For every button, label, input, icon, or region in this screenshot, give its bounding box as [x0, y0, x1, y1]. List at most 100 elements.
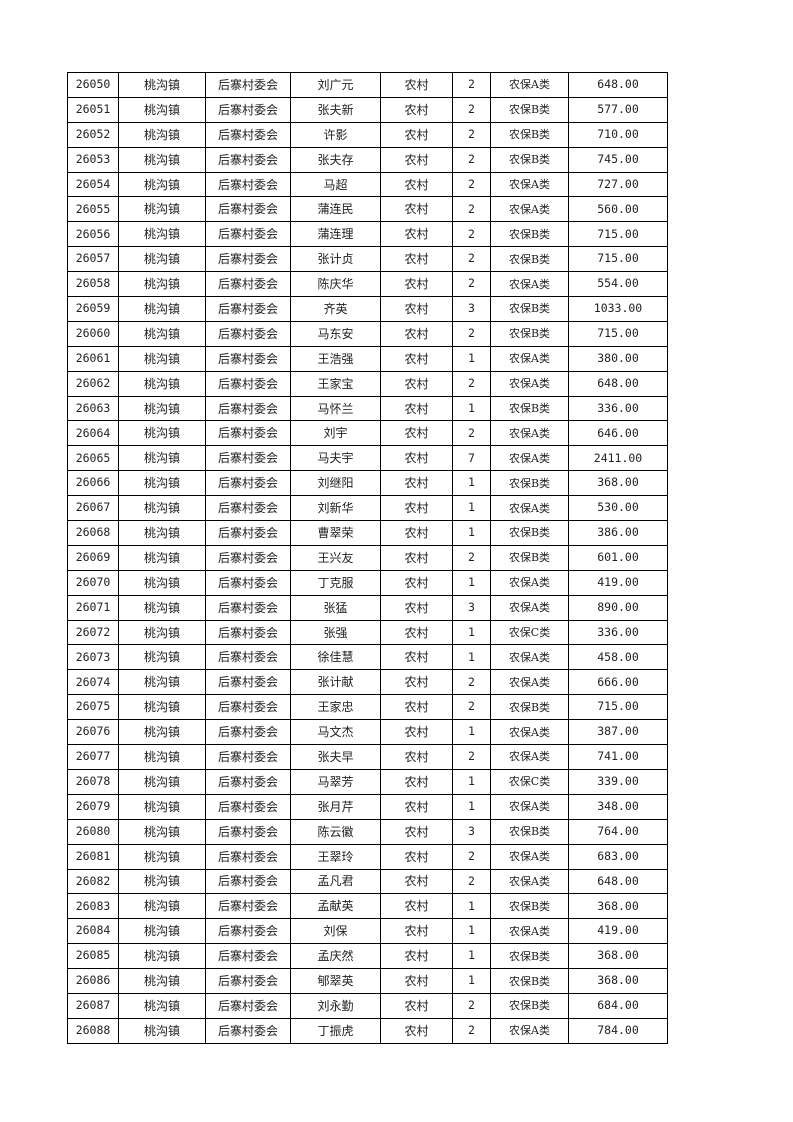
household-count-cell: 1: [452, 719, 491, 746]
amount-cell: 577.00: [568, 96, 668, 123]
name-cell: 许影: [290, 121, 381, 148]
village-committee-cell: 后寨村委会: [205, 644, 291, 671]
household-count-cell: 2: [452, 544, 491, 571]
village-committee-cell: 后寨村委会: [205, 246, 291, 273]
area-type-cell: 农村: [380, 669, 453, 696]
record-id-cell: 26072: [67, 619, 119, 646]
amount-cell: 368.00: [568, 470, 668, 497]
amount-cell: 386.00: [568, 520, 668, 546]
insurance-category-cell: 农保B类: [490, 221, 569, 248]
village-committee-cell: 后寨村委会: [205, 918, 291, 945]
table-row: 26052 桃沟镇 后寨村委会 许影 农村 2 农保B类 710.00: [67, 121, 668, 148]
area-type-cell: 农村: [380, 96, 453, 123]
village-committee-cell: 后寨村委会: [205, 296, 291, 322]
town-cell: 桃沟镇: [118, 943, 206, 970]
insurance-category-cell: 农保A类: [490, 271, 569, 298]
area-type-cell: 农村: [380, 395, 453, 422]
area-type-cell: 农村: [380, 793, 453, 820]
table-row: 26072 桃沟镇 后寨村委会 张强 农村 1 农保C类 336.00: [67, 619, 668, 646]
name-cell: 齐英: [290, 296, 381, 322]
name-cell: 马夫宇: [290, 445, 381, 472]
area-type-cell: 农村: [380, 694, 453, 721]
household-count-cell: 2: [452, 1017, 491, 1044]
insurance-category-cell: 农保A类: [490, 1017, 569, 1044]
village-committee-cell: 后寨村委会: [205, 345, 291, 372]
insurance-category-cell: 农保A类: [490, 594, 569, 621]
amount-cell: 368.00: [568, 968, 668, 994]
table-row: 26080 桃沟镇 后寨村委会 陈云徽 农村 3 农保B类 764.00: [67, 818, 668, 845]
village-committee-cell: 后寨村委会: [205, 943, 291, 970]
table-row: 26056 桃沟镇 后寨村委会 蒲连理 农村 2 农保B类 715.00: [67, 221, 668, 248]
record-id-cell: 26080: [67, 818, 119, 845]
household-count-cell: 2: [452, 171, 491, 198]
name-cell: 张猛: [290, 594, 381, 621]
insurance-category-cell: 农保B类: [490, 320, 569, 347]
village-committee-cell: 后寨村委会: [205, 694, 291, 721]
area-type-cell: 农村: [380, 171, 453, 198]
household-count-cell: 1: [452, 793, 491, 820]
table-row: 26061 桃沟镇 后寨村委会 王浩强 农村 1 农保A类 380.00: [67, 345, 668, 372]
village-committee-cell: 后寨村委会: [205, 893, 291, 920]
area-type-cell: 农村: [380, 744, 453, 770]
household-count-cell: 2: [452, 694, 491, 721]
insurance-category-cell: 农保A类: [490, 370, 569, 397]
town-cell: 桃沟镇: [118, 420, 206, 447]
area-type-cell: 农村: [380, 818, 453, 845]
town-cell: 桃沟镇: [118, 544, 206, 571]
village-committee-cell: 后寨村委会: [205, 968, 291, 994]
town-cell: 桃沟镇: [118, 320, 206, 347]
insurance-category-cell: 农保B类: [490, 968, 569, 994]
area-type-cell: 农村: [380, 72, 453, 98]
insurance-category-cell: 农保A类: [490, 918, 569, 945]
name-cell: 刘广元: [290, 72, 381, 98]
record-id-cell: 26060: [67, 320, 119, 347]
area-type-cell: 农村: [380, 345, 453, 372]
area-type-cell: 农村: [380, 470, 453, 497]
area-type-cell: 农村: [380, 121, 453, 148]
record-id-cell: 26078: [67, 768, 119, 795]
name-cell: 刘宇: [290, 420, 381, 447]
record-id-cell: 26061: [67, 345, 119, 372]
household-count-cell: 1: [452, 644, 491, 671]
record-id-cell: 26057: [67, 246, 119, 273]
record-id-cell: 26076: [67, 719, 119, 746]
table-body: 26050 桃沟镇 后寨村委会 刘广元 农村 2 农保A类 648.00 26051 桃沟镇 后寨村…: [67, 72, 668, 1044]
amount-cell: 666.00: [568, 669, 668, 696]
table-row: 26075 桃沟镇 后寨村委会 王家忠 农村 2 农保B类 715.00: [67, 694, 668, 721]
village-committee-cell: 后寨村委会: [205, 1017, 291, 1044]
name-cell: 刘保: [290, 918, 381, 945]
town-cell: 桃沟镇: [118, 644, 206, 671]
town-cell: 桃沟镇: [118, 395, 206, 422]
area-type-cell: 农村: [380, 992, 453, 1019]
town-cell: 桃沟镇: [118, 868, 206, 895]
name-cell: 陈云徽: [290, 818, 381, 845]
name-cell: 刘继阳: [290, 470, 381, 497]
village-committee-cell: 后寨村委会: [205, 221, 291, 248]
amount-cell: 715.00: [568, 694, 668, 721]
insurance-category-cell: 农保A类: [490, 868, 569, 895]
record-id-cell: 26056: [67, 221, 119, 248]
area-type-cell: 农村: [380, 221, 453, 248]
record-id-cell: 26051: [67, 96, 119, 123]
name-cell: 马超: [290, 171, 381, 198]
village-committee-cell: 后寨村委会: [205, 96, 291, 123]
village-committee-cell: 后寨村委会: [205, 72, 291, 98]
insurance-category-cell: 农保A类: [490, 843, 569, 870]
insurance-category-cell: 农保B类: [490, 992, 569, 1019]
household-count-cell: 2: [452, 420, 491, 447]
table-row: 26076 桃沟镇 后寨村委会 马文杰 农村 1 农保A类 387.00: [67, 719, 668, 746]
record-id-cell: 26088: [67, 1017, 119, 1044]
town-cell: 桃沟镇: [118, 520, 206, 546]
household-count-cell: 7: [452, 445, 491, 472]
town-cell: 桃沟镇: [118, 893, 206, 920]
amount-cell: 419.00: [568, 569, 668, 596]
amount-cell: 890.00: [568, 594, 668, 621]
record-id-cell: 26073: [67, 644, 119, 671]
name-cell: 张强: [290, 619, 381, 646]
record-id-cell: 26065: [67, 445, 119, 472]
insurance-category-cell: 农保A类: [490, 495, 569, 522]
record-id-cell: 26063: [67, 395, 119, 422]
name-cell: 孟庆然: [290, 943, 381, 970]
amount-cell: 380.00: [568, 345, 668, 372]
record-id-cell: 26077: [67, 744, 119, 770]
